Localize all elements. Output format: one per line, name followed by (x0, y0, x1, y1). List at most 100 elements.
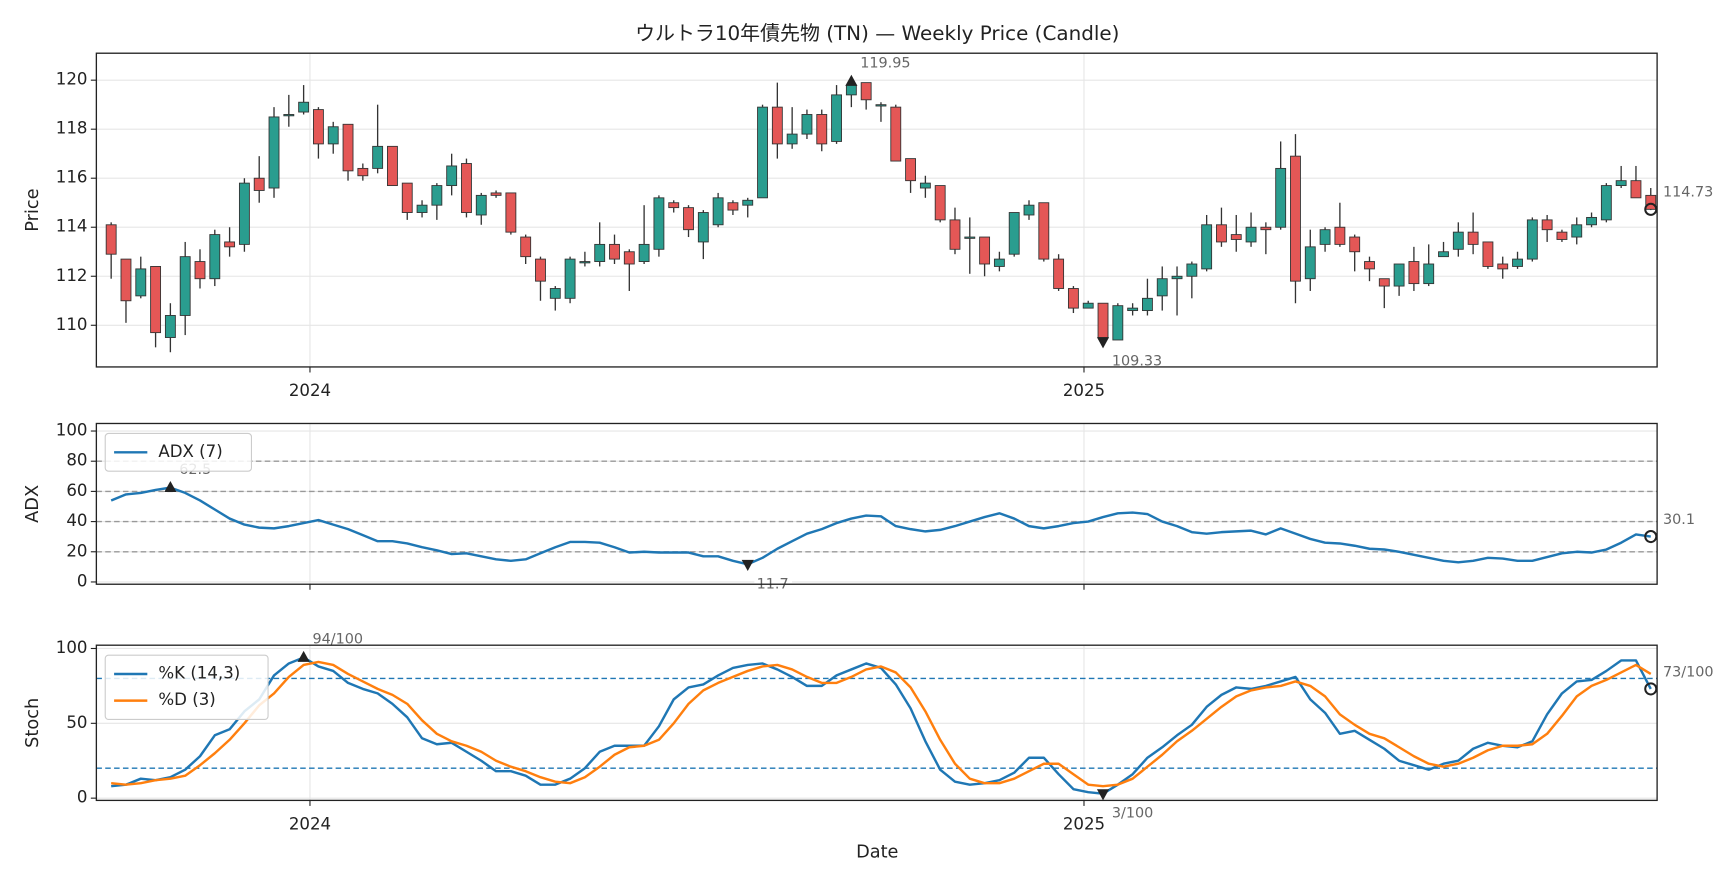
candle-body (1630, 180, 1642, 199)
annotation-marker (297, 650, 310, 662)
annotation-label: 119.95 (860, 56, 910, 72)
candle-body (1467, 231, 1479, 245)
candle-body (1497, 263, 1509, 270)
annotation-marker (741, 559, 754, 571)
candle-body (1127, 307, 1139, 312)
annotation-marker (1644, 682, 1658, 696)
candle-body (801, 114, 813, 135)
candle-body (1053, 258, 1065, 289)
candle-body (712, 197, 724, 226)
candle-body (1216, 224, 1227, 243)
line-series (110, 486, 1651, 566)
annotation-label: 73/100 (1663, 664, 1714, 680)
candle-body (446, 165, 458, 187)
annotation-label: 3/100 (1112, 806, 1153, 822)
candle-body (683, 207, 694, 231)
y-tick-label: 0 (77, 571, 88, 590)
x-axis-label: Date (856, 842, 898, 862)
candle-body (1526, 219, 1538, 260)
candle-body (164, 315, 176, 338)
candle-body (653, 197, 665, 250)
candle-body (1067, 288, 1079, 309)
annotation-bg (1109, 804, 1156, 823)
candle-body (224, 241, 236, 248)
candle-body (283, 114, 295, 117)
candle-body (1349, 236, 1361, 253)
plot-frame (95, 422, 1658, 585)
candle-body (1393, 263, 1405, 287)
candle-body (1008, 212, 1020, 255)
annotation-label: 94/100 (312, 632, 363, 648)
y-tick-label: 118 (56, 119, 88, 138)
candle-body (905, 158, 917, 182)
candle-body (993, 258, 1005, 267)
y-tick-label: 0 (77, 788, 88, 807)
annotation-label: 30.1 (1663, 512, 1695, 528)
candle-body (1586, 216, 1597, 226)
candle-body (757, 106, 768, 199)
y-axis-label: Price (23, 188, 43, 231)
candle-body (1319, 229, 1331, 245)
candle-body (401, 182, 413, 213)
line-series (111, 656, 1652, 795)
candle-body (964, 236, 976, 239)
candle-body (638, 243, 650, 262)
candle-body (535, 258, 546, 282)
candle-body (875, 104, 887, 107)
annotation-marker (1644, 202, 1658, 216)
y-tick-label: 112 (56, 266, 88, 285)
candle-body (860, 82, 872, 101)
y-tick-label: 110 (56, 315, 88, 334)
y-tick-label: 50 (66, 713, 87, 732)
legend-label: %K (14,3) (158, 664, 240, 683)
candle-body (1600, 185, 1612, 221)
annotation-marker (164, 480, 177, 493)
candle-body (1245, 226, 1257, 243)
candle-body (1112, 305, 1124, 341)
candle-body (105, 224, 117, 255)
legend-box (104, 654, 269, 721)
legend-box (104, 432, 253, 472)
x-tick-label: 2024 (289, 381, 331, 400)
candle-body (1201, 224, 1213, 270)
chart-title: ウルトラ10年債先物 (TN) — Weekly Price (Candle) (635, 21, 1119, 45)
candle-body (1512, 258, 1523, 267)
candle-body (253, 177, 265, 191)
candle-body (979, 236, 991, 265)
annotation-marker (1096, 337, 1110, 349)
candle-body (549, 288, 561, 299)
candle-body (831, 94, 842, 142)
candle-body (1482, 241, 1494, 267)
candle-body (387, 145, 398, 187)
candle-body (1275, 167, 1287, 228)
candle-body (505, 192, 517, 233)
candle-body (771, 106, 783, 145)
candle-body (372, 145, 384, 169)
y-axis-label: Stoch (23, 698, 43, 748)
candle-body (668, 202, 680, 209)
y-tick-label: 120 (56, 70, 88, 89)
candle-body (461, 163, 472, 213)
candle-body (475, 194, 487, 216)
candle-body (1230, 234, 1242, 240)
candle-body (150, 266, 162, 334)
x-tick-label: 2024 (289, 814, 331, 833)
legend-label: ADX (7) (158, 442, 222, 461)
y-tick-label: 20 (66, 541, 87, 560)
line-series (111, 660, 1652, 788)
candle-body (1452, 231, 1464, 250)
y-tick-label: 116 (56, 168, 88, 187)
y-tick-label: 40 (66, 511, 87, 530)
candle-body (1290, 155, 1301, 282)
candle-body (934, 185, 946, 221)
candle-body (1156, 278, 1168, 297)
candle-body (238, 182, 250, 245)
candle-body (416, 204, 428, 213)
candle-body (1571, 224, 1583, 238)
y-tick-label: 100 (56, 421, 88, 440)
candle-body (298, 101, 310, 113)
candle-body (194, 261, 206, 280)
candle-body (1082, 302, 1094, 309)
